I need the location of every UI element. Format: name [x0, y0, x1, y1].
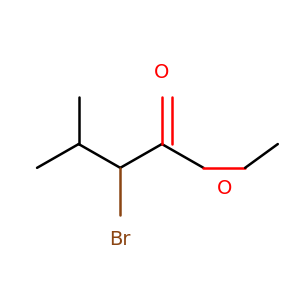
Text: O: O — [217, 179, 232, 198]
Text: O: O — [154, 63, 170, 82]
Text: Br: Br — [110, 230, 131, 249]
